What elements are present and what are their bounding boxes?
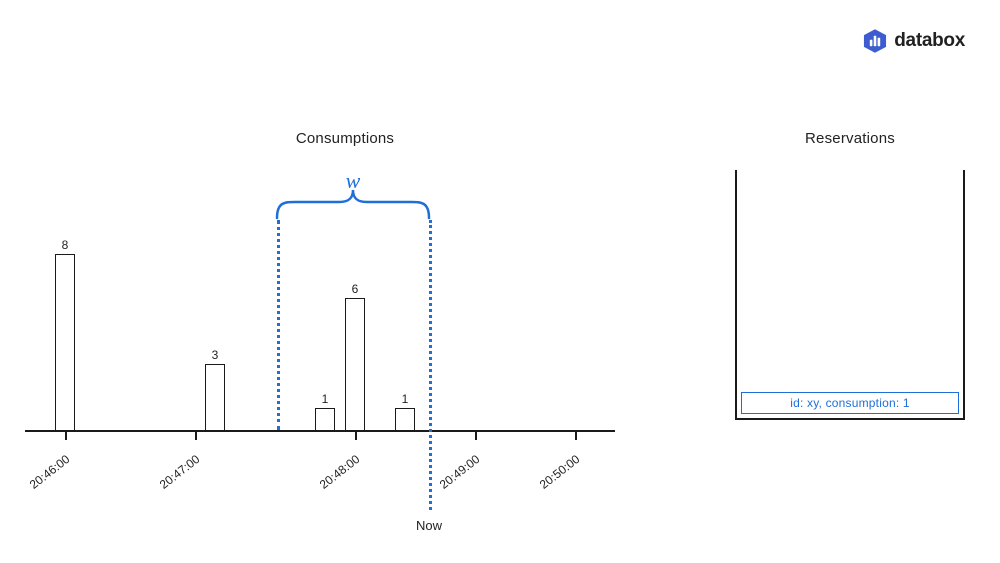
brand-name: databox — [894, 30, 965, 52]
bar — [205, 364, 225, 430]
bar-label: 6 — [352, 282, 359, 296]
consumptions-chart: Consumptions w 83161 20:46:0020:47:0020:… — [45, 130, 645, 530]
now-label: Now — [416, 518, 442, 533]
window-start-line — [277, 220, 280, 430]
bar — [345, 298, 365, 430]
window-label: w — [346, 168, 361, 194]
bar-label: 1 — [322, 392, 329, 406]
window-end-line — [429, 220, 432, 510]
axis-tick — [65, 430, 67, 440]
axis-tick — [475, 430, 477, 440]
axis-tick — [355, 430, 357, 440]
bar-label: 1 — [402, 392, 409, 406]
reservation-text: id: xy, consumption: 1 — [790, 396, 910, 410]
bar — [315, 408, 335, 430]
bar — [395, 408, 415, 430]
bar — [55, 254, 75, 430]
bar-label: 3 — [212, 348, 219, 362]
reservations-bucket: id: xy, consumption: 1 — [735, 170, 965, 420]
reservations-panel: Reservations id: xy, consumption: 1 — [735, 130, 965, 147]
x-axis — [25, 430, 615, 432]
reservations-title: Reservations — [735, 130, 965, 147]
axis-tick — [195, 430, 197, 440]
reservation-item: id: xy, consumption: 1 — [741, 392, 959, 414]
bar-label: 8 — [62, 238, 69, 252]
axis-tick — [575, 430, 577, 440]
brand-logo: databox — [862, 28, 965, 54]
logo-icon — [862, 28, 888, 54]
